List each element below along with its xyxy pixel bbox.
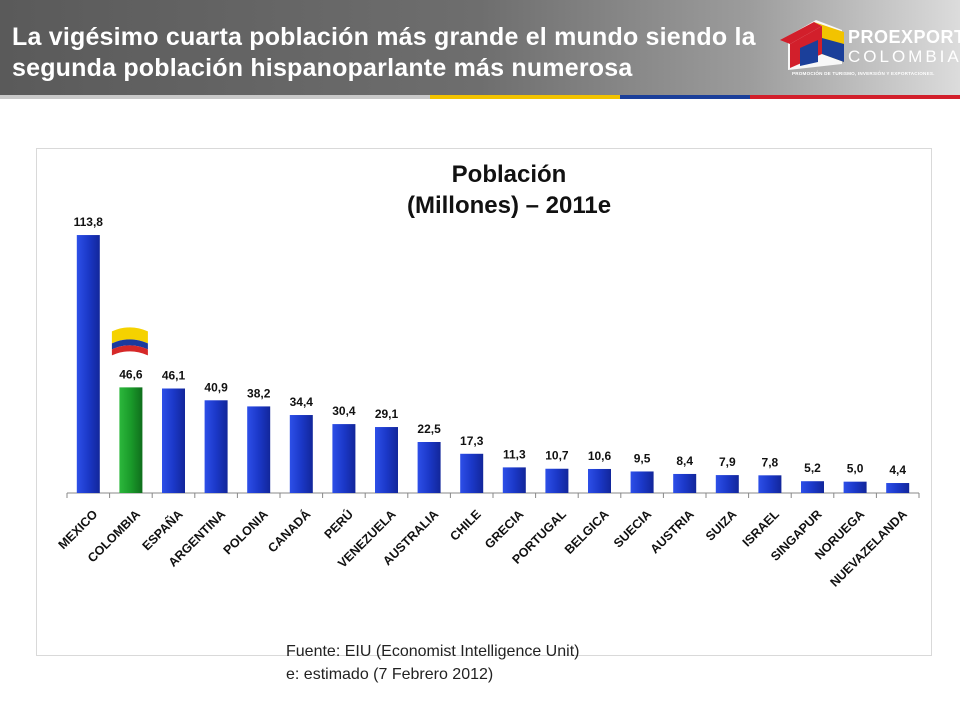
header-banner: La vigésimo cuarta población más grande … [0, 0, 960, 95]
logo-name: PROEXPORT [848, 27, 960, 47]
house-logo-icon [780, 20, 844, 70]
category-label: BELGICA [562, 507, 612, 557]
proexport-logo: PROEXPORT COLOMBIA PROMOCIÓN DE TURISMO,… [778, 10, 960, 88]
bar-value-label: 29,1 [375, 407, 399, 421]
logo-subname: COLOMBIA [848, 47, 960, 66]
category-label: SUIZA [703, 507, 739, 543]
bar-value-label: 113,8 [74, 215, 104, 229]
bar [502, 467, 526, 493]
category-label: ISRAEL [740, 507, 783, 550]
category-label: SUECIA [611, 507, 654, 550]
divider-stripe-yellow [430, 95, 620, 99]
bar [162, 388, 185, 493]
bar [801, 481, 824, 493]
bar [204, 400, 228, 493]
divider-stripe-gray [0, 95, 430, 99]
bar [843, 481, 867, 493]
bar [417, 442, 441, 493]
bar-value-label: 10,6 [588, 449, 612, 463]
bar [119, 387, 143, 493]
bar-value-label: 4,4 [889, 463, 906, 477]
bar-value-label: 7,8 [762, 455, 779, 469]
bar-value-label: 9,5 [634, 451, 651, 465]
logo-tagline: PROMOCIÓN DE TURISMO, INVERSIÓN Y EXPORT… [792, 71, 935, 76]
bar [289, 415, 313, 493]
source-line: Fuente: EIU (Economist Intelligence Unit… [286, 643, 580, 660]
bar-value-label: 7,9 [719, 455, 736, 469]
bar [332, 424, 356, 493]
bar [247, 406, 271, 493]
bar [886, 483, 910, 493]
bar-value-label: 5,2 [804, 461, 821, 475]
page-title: La vigésimo cuarta población más grande … [12, 23, 756, 82]
source-note: Fuente: EIU (Economist Intelligence Unit… [286, 640, 579, 686]
bar-value-label: 5,0 [847, 462, 864, 476]
bar-value-label: 40,9 [204, 380, 228, 394]
population-bar-chart: Población (Millones) – 2011e 113,8MEXICO… [56, 161, 920, 590]
bar [375, 427, 398, 493]
category-label: GRECIA [482, 507, 526, 551]
bar-value-label: 10,7 [545, 449, 569, 463]
bar-value-label: 46,1 [162, 369, 186, 383]
bar [758, 475, 782, 493]
bar-value-label: 8,4 [676, 454, 693, 468]
divider-stripe-red [750, 95, 960, 99]
bar [545, 468, 569, 493]
chart-title: Población [452, 161, 567, 188]
bar-value-label: 34,4 [290, 395, 314, 409]
category-label: CANADÁ [265, 507, 314, 556]
bar-value-label: 38,2 [247, 386, 271, 400]
bar [76, 235, 100, 493]
bar [460, 453, 484, 493]
bar-value-label: 46,6 [119, 367, 143, 381]
bar [673, 473, 697, 493]
chart-subtitle: (Millones) – 2011e [407, 192, 611, 219]
bar-value-label: 30,4 [332, 404, 356, 418]
category-label: CHILE [447, 507, 483, 543]
bar [715, 475, 739, 493]
category-label: PERÚ [321, 507, 356, 542]
category-label: NUEVAZELANDA [827, 507, 909, 589]
bar-value-label: 17,3 [460, 434, 484, 448]
chart-panel: Población (Millones) – 2011e 113,8 MEXICO… [36, 148, 932, 656]
bar [588, 468, 611, 493]
category-label: AUSTRIA [648, 507, 697, 556]
colombia-flag-icon [111, 327, 148, 356]
bar-value-label: 22,5 [417, 422, 441, 436]
divider-stripe-blue [620, 95, 750, 99]
bar-value-label: 11,3 [503, 447, 526, 461]
bar [630, 471, 654, 493]
estimate-note: e: estimado (7 Febrero 2012) [286, 666, 494, 683]
category-label: POLONIA [221, 507, 271, 557]
